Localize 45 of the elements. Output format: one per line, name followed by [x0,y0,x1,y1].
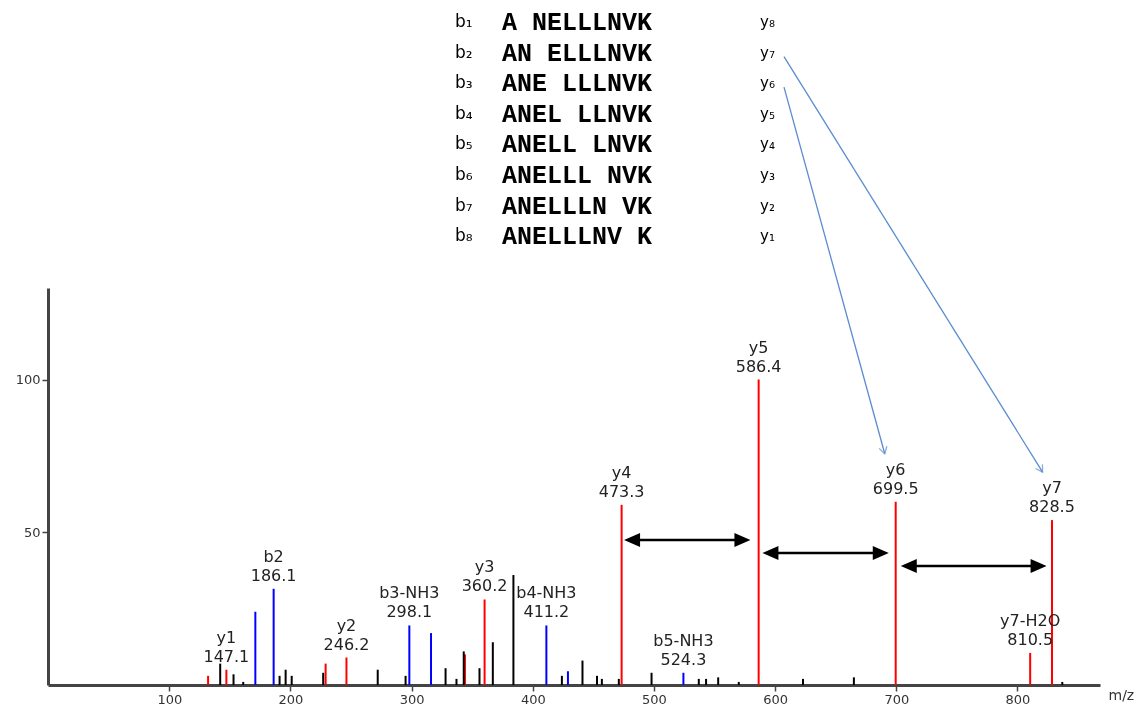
text: b₃ [455,72,473,93]
text: y₇ [760,43,775,62]
x-axis-title: m/z [1108,686,1135,703]
text: ANELLLNV K [502,223,653,253]
annotation: y6 699.5 [872,459,919,498]
annotation: y4 473.3 [598,462,645,501]
text: ANELLL NVK [502,162,653,191]
annotation: b2 186.1 [250,546,297,585]
x-tick-label: 100 [157,691,183,707]
text: b₁ [455,11,473,31]
x-tick-label: 400 [520,691,546,707]
text: AN ELLLNVK [502,39,653,69]
x-tick-label: 600 [763,691,789,707]
text: b₄ [455,102,473,123]
text: y₁ [760,227,775,246]
text: ANEL LLNVK [502,100,653,130]
y-tick-label: 50 [23,524,41,540]
text: ANELL LNVK [502,131,653,161]
x-tick-label: 700 [884,691,910,707]
text: y₂ [760,196,775,215]
x-tick-label: 800 [1005,691,1031,707]
annotation: y2 246.2 [323,615,370,654]
text: b₅ [455,133,473,154]
annotation: b5-NH3 524.3 [653,630,714,669]
text: y₆ [760,74,775,93]
text: y₅ [760,104,775,123]
text: ANE LLLNVK [502,70,653,100]
annotation: y7 828.5 [1029,478,1075,517]
text: b₂ [455,41,473,62]
annotation: b4-NH3 411.2 [516,583,577,622]
text: y₃ [760,166,775,184]
text: y₈ [760,13,775,31]
x-tick-label: 300 [399,691,425,707]
x-tick-label: 200 [278,691,304,707]
x-tick-label: 500 [642,691,667,707]
text: b₈ [455,225,473,246]
annotation: y3 360.2 [461,557,508,596]
annotation: b3-NH3 298.1 [379,583,440,622]
text: A NELLLNVK [502,9,653,38]
text: b₆ [455,164,473,184]
annotation: y1 147.1 [203,627,250,666]
text: b₇ [455,194,473,215]
annotation: y5 586.4 [735,337,782,376]
text: ANELLLN VK [502,192,653,222]
text: y₄ [760,135,775,154]
